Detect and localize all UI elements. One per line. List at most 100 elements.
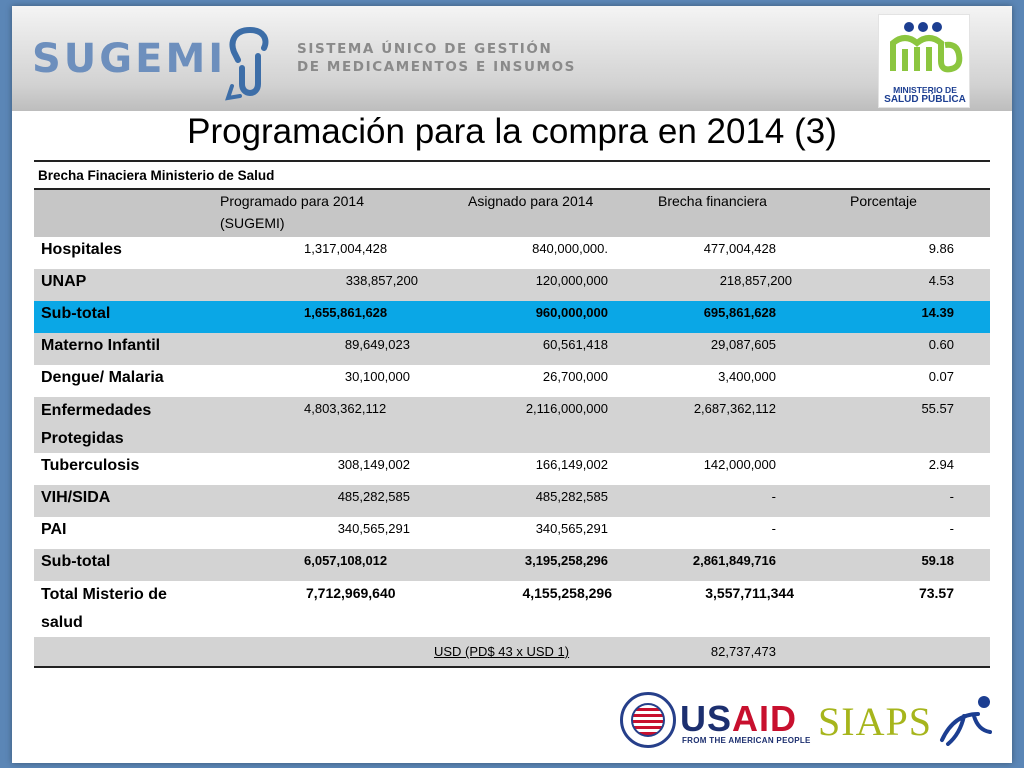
- row-label: Sub-total: [34, 549, 206, 581]
- usd-value: 82,737,473: [612, 637, 798, 667]
- cell-brecha: 3,557,711,344: [705, 585, 794, 601]
- cell-programado: 340,565,291: [337, 521, 410, 536]
- cell-porcentaje: 2.94: [928, 457, 954, 472]
- tagline-line-1: SISTEMA ÚNICO DE GESTIÓN: [297, 41, 553, 57]
- siaps-logo: SIAPS: [818, 699, 932, 744]
- cell-porcentaje: 73.57: [918, 585, 954, 601]
- column-header-brecha: Brecha financiera: [612, 188, 798, 237]
- cell-asignado: 166,149,002: [535, 457, 608, 472]
- cell-asignado: 960,000,000: [422, 301, 612, 333]
- cell-brecha: 29,087,605: [612, 333, 798, 365]
- cell-asignado: 4,155,258,296: [522, 585, 612, 601]
- footer-logos: USAID FROM THE AMERICAN PEOPLE SIAPS: [612, 688, 1012, 758]
- cell-brecha: 2,861,849,716: [612, 549, 798, 581]
- table-row: PAI 340,565,291 340,565,291 - -: [34, 517, 990, 549]
- column-header-row: Programado para 2014 (SUGEMI) Asignado p…: [34, 188, 990, 237]
- ministry-logo-line-2: SALUD PÚBLICA: [884, 94, 966, 105]
- cell-porcentaje: 59.18: [798, 549, 990, 581]
- slide: SUGEMI SISTEMA ÚNICO DE GESTIÓN DE MEDIC…: [12, 6, 1012, 763]
- cell-programado: 308,149,002: [337, 457, 410, 472]
- table-row: UNAP 338,857,200 120,000,000 218,857,200…: [34, 269, 990, 301]
- table-row: Materno Infantil 89,649,023 60,561,418 2…: [34, 333, 990, 365]
- tagline-line-2: DE MEDICAMENTOS E INSUMOS: [297, 59, 576, 75]
- cell-brecha: 695,861,628: [612, 301, 798, 333]
- cell-brecha: 2,687,362,112: [612, 397, 798, 453]
- page-title: Programación para la compra en 2014 (3): [187, 112, 837, 151]
- financial-gap-table: Brecha Finaciera Ministerio de Salud Pro…: [34, 160, 990, 668]
- table-row-subtotal: Sub-total 6,057,108,012 3,195,258,296 2,…: [34, 549, 990, 581]
- row-label: Dengue/ Malaria: [41, 369, 164, 386]
- column-header-programado: Programado para 2014 (SUGEMI): [206, 188, 422, 237]
- usd-blank-1: [34, 637, 206, 667]
- usd-exchange-label: USD (PD$ 43 x USD 1): [422, 637, 612, 667]
- table-row: Hospitales 1,317,004,428 840,000,000. 47…: [34, 237, 990, 269]
- cell-asignado: 120,000,000: [422, 269, 612, 301]
- cell-programado: 7,712,969,640: [306, 585, 396, 601]
- column-header-porcentaje: Porcentaje: [798, 188, 990, 237]
- cell-brecha: 477,004,428: [703, 241, 776, 256]
- cell-porcentaje: 9.86: [928, 241, 954, 256]
- cell-asignado: 840,000,000.: [532, 241, 608, 256]
- cell-porcentaje: 14.39: [798, 301, 990, 333]
- header-band: SUGEMI SISTEMA ÚNICO DE GESTIÓN DE MEDIC…: [12, 6, 1012, 111]
- row-label: Hospitales: [41, 241, 122, 258]
- column-header-blank: [34, 188, 206, 237]
- usaid-tagline: FROM THE AMERICAN PEOPLE: [682, 736, 811, 745]
- table-row: VIH/SIDA 485,282,585 485,282,585 - -: [34, 485, 990, 517]
- cell-brecha: 218,857,200: [612, 269, 798, 301]
- cell-asignado: 60,561,418: [422, 333, 612, 365]
- sugemi-logo-icon: [225, 27, 269, 101]
- cell-asignado: 485,282,585: [422, 485, 612, 517]
- sugemi-wordmark: SUGEMI: [32, 36, 227, 82]
- table-row: Tuberculosis 308,149,002 166,149,002 142…: [34, 453, 990, 485]
- cell-asignado: 340,565,291: [535, 521, 608, 536]
- cell-porcentaje: 0.60: [798, 333, 990, 365]
- cell-brecha: 3,400,000: [718, 369, 776, 384]
- cell-programado: 1,655,861,628: [206, 301, 422, 333]
- usaid-logo: USAID: [680, 698, 797, 740]
- usd-row: USD (PD$ 43 x USD 1) 82,737,473: [34, 637, 990, 667]
- usd-blank-3: [798, 637, 990, 667]
- usaid-logo-us: US: [680, 698, 733, 739]
- ministry-logo-line-1: MINISTERIO DE: [893, 85, 957, 95]
- row-label: PAI: [41, 521, 67, 538]
- siaps-figure-icon: [940, 696, 992, 746]
- cell-programado: 30,100,000: [344, 369, 410, 384]
- msp-mark-icon: [890, 22, 963, 73]
- cell-programado: 485,282,585: [206, 485, 422, 517]
- row-label: UNAP: [34, 269, 206, 301]
- cell-brecha: -: [612, 485, 798, 517]
- cell-porcentaje: 4.53: [798, 269, 990, 301]
- ministry-logo: MINISTERIO DE SALUD PÚBLICA: [878, 14, 970, 108]
- cell-asignado: 3,195,258,296: [422, 549, 612, 581]
- cell-programado: 1,317,004,428: [304, 241, 388, 256]
- cell-asignado: 26,700,000: [542, 369, 608, 384]
- cell-asignado: 2,116,000,000: [422, 397, 612, 453]
- table-caption: Brecha Finaciera Ministerio de Salud: [34, 160, 990, 189]
- cell-brecha: -: [771, 521, 776, 536]
- cell-programado: 4,803,362,112: [206, 397, 422, 453]
- column-header-asignado: Asignado para 2014: [422, 188, 612, 237]
- cell-porcentaje: 0.07: [928, 369, 954, 384]
- row-label: VIH/SIDA: [34, 485, 206, 517]
- cell-programado: 338,857,200: [206, 269, 422, 301]
- table-row-subtotal: Sub-total 1,655,861,628 960,000,000 695,…: [34, 301, 990, 333]
- cell-programado: 89,649,023: [206, 333, 422, 365]
- table-caption-row: Brecha Finaciera Ministerio de Salud: [34, 160, 990, 189]
- cell-porcentaje: -: [949, 521, 954, 536]
- usd-blank-2: [206, 637, 422, 667]
- row-label: Tuberculosis: [41, 457, 140, 474]
- row-label: Materno Infantil: [34, 333, 206, 365]
- usaid-logo-aid: AID: [732, 698, 798, 739]
- cell-programado: 6,057,108,012: [206, 549, 422, 581]
- row-label: Total Misterio de salud: [41, 586, 167, 631]
- cell-porcentaje: -: [798, 485, 990, 517]
- row-label: Sub-total: [34, 301, 206, 333]
- table-row: Dengue/ Malaria 30,100,000 26,700,000 3,…: [34, 365, 990, 397]
- table-row-total: Total Misterio de salud 7,712,969,640 4,…: [34, 581, 990, 637]
- cell-brecha: 142,000,000: [703, 457, 776, 472]
- sugemi-tagline: SISTEMA ÚNICO DE GESTIÓN DE MEDICAMENTOS…: [297, 40, 576, 76]
- usaid-seal-icon: [620, 692, 676, 748]
- cell-porcentaje: 55.57: [798, 397, 990, 453]
- row-label: Enfermedades Protegidas: [34, 397, 206, 453]
